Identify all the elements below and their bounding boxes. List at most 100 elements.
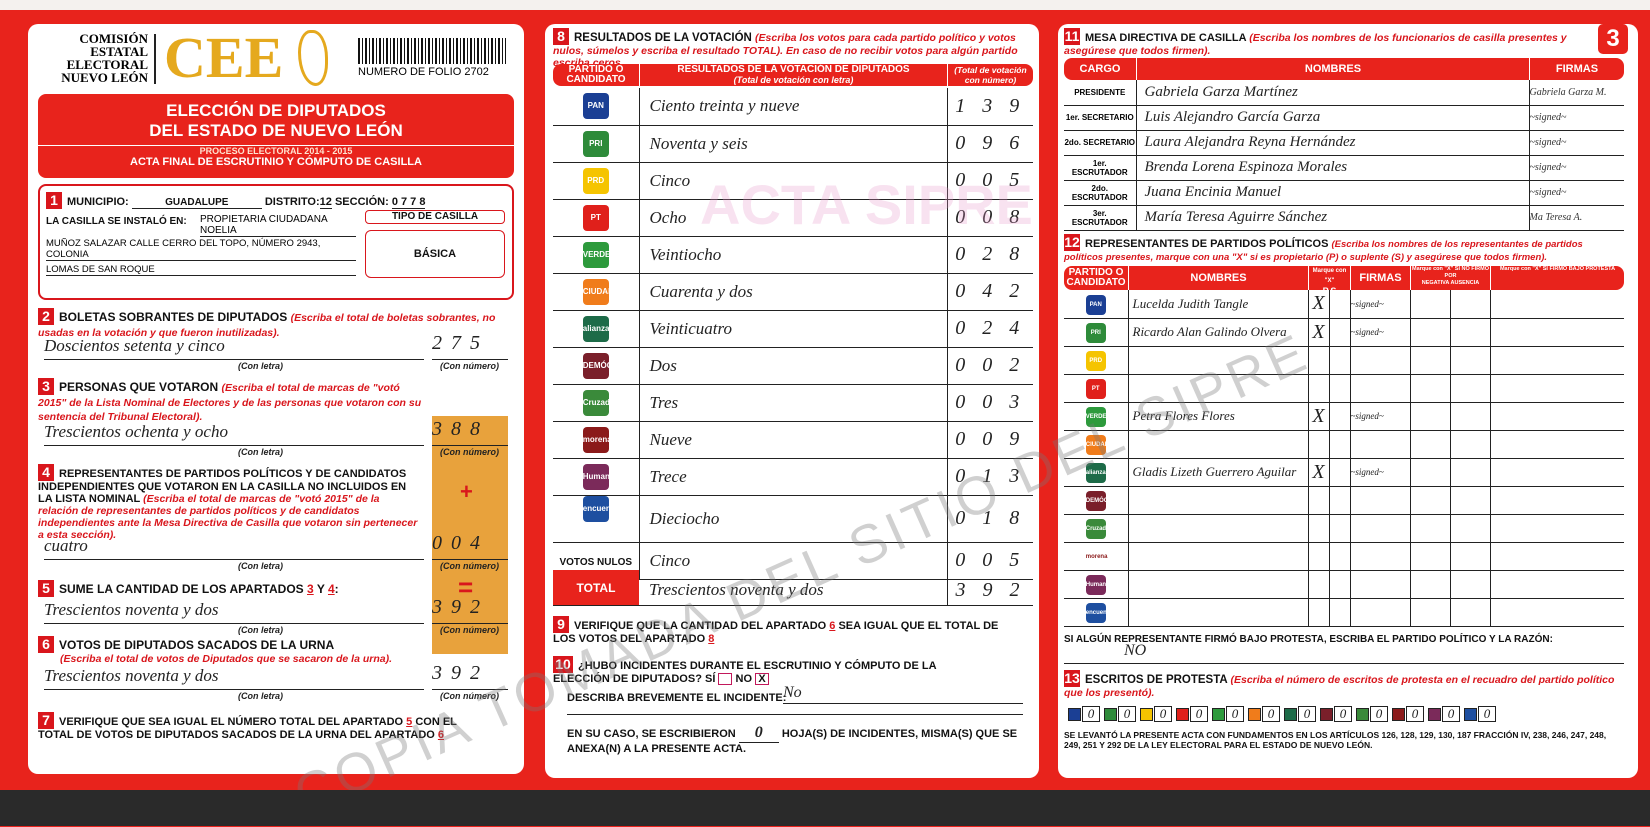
protest-box: 0 bbox=[1356, 706, 1388, 722]
ausencia-cell[interactable] bbox=[1449, 346, 1490, 375]
p-mark[interactable] bbox=[1307, 374, 1329, 403]
vote-letra: Cuarenta y dos bbox=[638, 273, 947, 311]
ausencia-cell[interactable] bbox=[1449, 570, 1490, 599]
ausencia-cell[interactable] bbox=[1449, 402, 1490, 431]
negativa-cell[interactable] bbox=[1409, 374, 1450, 403]
col-no-firmo: Marque con "X" SI NO FIRMÓ POR NEGATIVA A… bbox=[1410, 266, 1490, 290]
party-logo-icon: CIUDADANO bbox=[1085, 435, 1122, 455]
p-mark[interactable]: X bbox=[1307, 458, 1329, 487]
p-mark[interactable] bbox=[1307, 598, 1329, 627]
protesta-cell[interactable] bbox=[1489, 318, 1624, 347]
si-checkbox[interactable] bbox=[718, 673, 733, 686]
p-mark[interactable]: X bbox=[1307, 318, 1329, 347]
p-mark[interactable] bbox=[1307, 514, 1329, 543]
section-title: MESA DIRECTIVA DE CASILLA bbox=[1085, 32, 1247, 44]
p-mark[interactable] bbox=[1307, 430, 1329, 459]
s-mark[interactable] bbox=[1328, 598, 1350, 627]
signature bbox=[1349, 598, 1410, 627]
s-mark[interactable] bbox=[1328, 402, 1350, 431]
protesta-cell[interactable] bbox=[1489, 458, 1624, 487]
protest-count[interactable]: 0 bbox=[1478, 706, 1496, 722]
vote-numero: 0 1 3 bbox=[946, 458, 1033, 496]
protesta-cell[interactable] bbox=[1489, 374, 1624, 403]
p-mark[interactable]: X bbox=[1307, 402, 1329, 431]
section-number: 7 bbox=[38, 712, 54, 729]
ausencia-cell[interactable] bbox=[1449, 542, 1490, 571]
rep-name bbox=[1127, 542, 1308, 571]
s-mark[interactable] bbox=[1328, 346, 1350, 375]
protest-count[interactable]: 0 bbox=[1298, 706, 1316, 722]
s-mark[interactable] bbox=[1328, 374, 1350, 403]
s-mark[interactable] bbox=[1328, 570, 1350, 599]
ausencia-cell[interactable] bbox=[1449, 514, 1490, 543]
negativa-cell[interactable] bbox=[1409, 290, 1450, 319]
rep-row: VERDE Petra Flores Flores X ~signed~ bbox=[1064, 402, 1624, 431]
signature: Gabriela Garza M. bbox=[1528, 80, 1624, 106]
protesta-cell[interactable] bbox=[1489, 402, 1624, 431]
protesta-cell[interactable] bbox=[1489, 486, 1624, 515]
s-mark[interactable] bbox=[1328, 430, 1350, 459]
protesta-cell[interactable] bbox=[1489, 598, 1624, 627]
ausencia-cell[interactable] bbox=[1449, 374, 1490, 403]
protest-count[interactable]: 0 bbox=[1334, 706, 1352, 722]
protesta-cell[interactable] bbox=[1489, 290, 1624, 319]
s-mark[interactable] bbox=[1328, 318, 1350, 347]
negativa-cell[interactable] bbox=[1409, 486, 1450, 515]
rep-name bbox=[1127, 570, 1308, 599]
p-mark[interactable] bbox=[1307, 486, 1329, 515]
protesta-cell[interactable] bbox=[1489, 570, 1624, 599]
protest-count[interactable]: 0 bbox=[1262, 706, 1280, 722]
negativa-cell[interactable] bbox=[1409, 598, 1450, 627]
seccion-value: 0 7 7 8 bbox=[391, 196, 426, 209]
vote-letra: Ocho bbox=[638, 199, 947, 237]
negativa-cell[interactable] bbox=[1409, 570, 1450, 599]
negativa-cell[interactable] bbox=[1409, 458, 1450, 487]
negativa-cell[interactable] bbox=[1409, 402, 1450, 431]
s-mark[interactable] bbox=[1328, 542, 1350, 571]
section-instructions: (Escriba el total de boletas sobrantes, … bbox=[38, 312, 496, 339]
s-mark[interactable] bbox=[1328, 290, 1350, 319]
party-logo-icon: PRD bbox=[582, 167, 609, 194]
p-mark[interactable] bbox=[1307, 346, 1329, 375]
signature bbox=[1349, 430, 1410, 459]
hojas-value: 0 bbox=[738, 724, 779, 743]
protest-count[interactable]: 0 bbox=[1118, 706, 1136, 722]
protest-count[interactable]: 0 bbox=[1190, 706, 1208, 722]
p-mark[interactable] bbox=[1307, 570, 1329, 599]
negativa-cell[interactable] bbox=[1409, 346, 1450, 375]
negativa-cell[interactable] bbox=[1409, 542, 1450, 571]
s-mark[interactable] bbox=[1328, 514, 1350, 543]
negativa-cell[interactable] bbox=[1409, 430, 1450, 459]
col-number: (Total de votación con número) bbox=[947, 64, 1033, 86]
protest-value: NO bbox=[1064, 642, 1624, 664]
protest-count[interactable]: 0 bbox=[1154, 706, 1172, 722]
ausencia-cell[interactable] bbox=[1449, 430, 1490, 459]
ausencia-cell[interactable] bbox=[1449, 486, 1490, 515]
protesta-cell[interactable] bbox=[1489, 430, 1624, 459]
negativa-cell[interactable] bbox=[1409, 318, 1450, 347]
party-logo-icon: Humanista bbox=[1085, 575, 1116, 595]
p-mark[interactable] bbox=[1307, 542, 1329, 571]
p-mark[interactable]: X bbox=[1307, 290, 1329, 319]
s-mark[interactable] bbox=[1328, 486, 1350, 515]
protest-count[interactable]: 0 bbox=[1370, 706, 1388, 722]
s-mark[interactable] bbox=[1328, 458, 1350, 487]
vote-row: DEMÓCRATA Dos 0 0 2 bbox=[553, 347, 1033, 385]
protest-count[interactable]: 0 bbox=[1082, 706, 1100, 722]
protesta-cell[interactable] bbox=[1489, 346, 1624, 375]
party-cell: CIUDADANO bbox=[553, 273, 639, 311]
protesta-cell[interactable] bbox=[1489, 514, 1624, 543]
ausencia-cell[interactable] bbox=[1449, 290, 1490, 319]
protest-count[interactable]: 0 bbox=[1226, 706, 1244, 722]
section-number: 6 bbox=[38, 636, 54, 653]
ausencia-cell[interactable] bbox=[1449, 598, 1490, 627]
protesta-cell[interactable] bbox=[1489, 542, 1624, 571]
ausencia-cell[interactable] bbox=[1449, 458, 1490, 487]
party-cell: Humanista bbox=[1064, 570, 1128, 599]
negativa-cell[interactable] bbox=[1409, 514, 1450, 543]
ausencia-cell[interactable] bbox=[1449, 318, 1490, 347]
no-checkbox[interactable]: X bbox=[755, 673, 770, 686]
org-line: NUEVO LEÓN bbox=[61, 70, 148, 85]
protest-count[interactable]: 0 bbox=[1406, 706, 1424, 722]
protest-count[interactable]: 0 bbox=[1442, 706, 1460, 722]
